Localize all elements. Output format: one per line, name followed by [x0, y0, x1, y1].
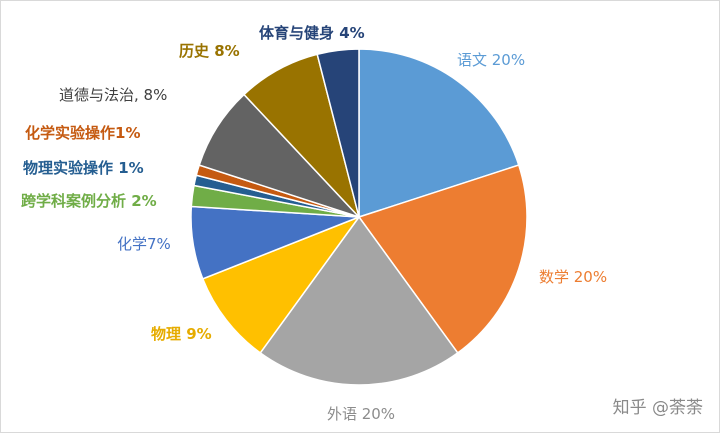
- pie-slice: [259, 215, 459, 386]
- pie-slice: [357, 164, 528, 354]
- slice-label: 化学实验操作1%: [25, 124, 140, 142]
- slice-label: 体育与健身 4%: [259, 24, 365, 42]
- pie-labels: 语文 20% 数学 20% 外语 20% 物理 9% 化学7% 跨学科案例分析 2% 物理实…: [21, 24, 607, 423]
- slice-label: 历史 8%: [179, 42, 240, 60]
- pie-slices: [190, 48, 528, 386]
- slice-label: 道德与法治, 8%: [59, 86, 167, 104]
- pie-slice: [316, 48, 360, 218]
- slice-label: 外语 20%: [327, 405, 395, 423]
- pie-slice: [201, 215, 362, 354]
- watermark: 知乎 @荼荼: [612, 398, 703, 418]
- slice-label: 数学 20%: [539, 268, 607, 286]
- slice-label: 化学7%: [117, 235, 171, 253]
- slice-label: 语文 20%: [457, 51, 525, 69]
- pie-slice: [358, 48, 520, 219]
- slice-label: 物理实验操作 1%: [23, 159, 144, 177]
- slice-label: 跨学科案例分析 2%: [21, 192, 157, 210]
- slice-label: 物理 9%: [151, 325, 212, 343]
